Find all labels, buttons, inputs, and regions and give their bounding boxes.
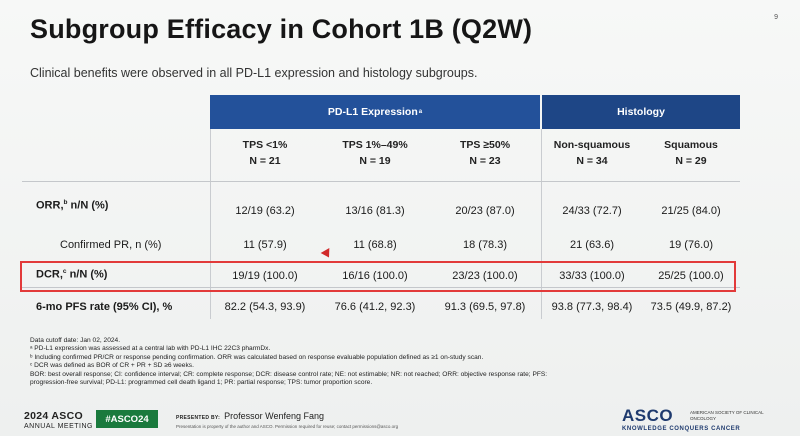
slide-subtitle: Clinical benefits were observed in all P… [30,66,478,80]
column-header-non-squamous: Non-squamous N = 34 [542,137,642,169]
row-label-text: ORR, [36,199,64,212]
footnote-line: progression-free survival; PD-L1: progra… [30,379,373,387]
column-header-tps-ge50: TPS ≥50% N = 23 [430,137,540,169]
presenter-name: Professor Wenfeng Fang [224,411,324,421]
footnote-line: BOR: best overall response; CI: confiden… [30,370,548,378]
footnote-line: ᶜ DCR was defined as BOR of CR + PR + SD… [30,362,194,370]
column-header-name: TPS ≥50% [459,139,511,151]
row-label-tail: n/N (%) [67,199,109,212]
table-cell: 93.8 (77.3, 98.4) [551,301,633,313]
pdl1-header-footnote: a [418,109,423,115]
header-blank-cell [22,95,210,129]
table-cell: 11 (68.8) [353,239,397,251]
column-divider [541,129,542,319]
asco-society-name: AMERICAN SOCIETY OF CLINICAL ONCOLOGY [690,410,764,421]
dcr-highlight-box [20,261,736,292]
column-header-name: TPS 1%–49% [342,139,408,151]
group-header-row: PD-L1 Expression a Histology [22,95,740,129]
row-label-confirmed-pr: Confirmed PR, n (%) [60,239,162,251]
column-header-name: Squamous [664,139,718,151]
slide-title: Subgroup Efficacy in Cohort 1B (Q2W) [30,14,533,44]
permission-notice: Presentation is property of the author a… [176,424,399,429]
column-divider [210,129,211,319]
row-divider [22,181,740,182]
row-label-footnote: c [62,268,67,275]
row-label-footnote: b [63,199,68,206]
presented-by-label: PRESENTED BY: [176,415,221,421]
pdl1-header-label: PD-L1 Expression [327,106,418,118]
row-label-tail: n/N (%) [66,268,108,281]
slide-number: 9 [774,14,778,21]
column-header-n: N = 29 [675,155,707,167]
table-cell: 19 (76.0) [668,239,714,251]
table-cell: 76.6 (41.2, 92.3) [334,301,416,313]
asco-annual-meeting-subtext: ANNUAL MEETING [24,423,93,430]
table-cell: 11 (57.9) [243,239,287,251]
table-cell: 21 (63.6) [569,239,615,251]
column-header-tps-1-49: TPS 1%–49% N = 19 [320,137,430,169]
table-cell: 25/25 (100.0) [658,270,724,282]
footnote-line: Data cutoff date: Jan 02, 2024. [30,337,121,344]
column-header-squamous: Squamous N = 29 [642,137,740,169]
table-cell: 82.2 (54.3, 93.9) [224,301,306,313]
footnote-line: ᵇ Including confirmed PR/CR or response … [30,353,484,361]
table-cell: 21/25 (84.0) [661,205,721,217]
table-cell: 91.3 (69.5, 97.8) [444,301,526,313]
column-header-name: TPS <1% [242,139,288,151]
asco-tagline: KNOWLEDGE CONQUERS CANCER [622,426,741,432]
row-label-pfs: 6-mo PFS rate (95% CI), % [36,301,173,313]
column-header-n: N = 23 [469,155,501,167]
table-cell: 18 (78.3) [462,239,508,251]
column-header-n: N = 19 [359,155,391,167]
table-cell: 73.5 (49.9, 87.2) [650,301,732,313]
row-divider [22,287,740,288]
table-cell: 20/23 (87.0) [455,205,515,217]
column-header-n: N = 34 [576,155,608,167]
table-cell: 33/33 (100.0) [559,270,625,282]
slide-footer: 2024 ASCO ANNUAL MEETING #ASCO24 PRESENT… [0,404,800,436]
table-cell: 24/33 (72.7) [562,205,622,217]
column-header-name: Non-squamous [553,139,631,151]
asco-annual-meeting-logo: 2024 ASCO [24,410,83,422]
footnote-line: ᵃ PD-L1 expression was assessed at a cen… [30,345,271,353]
row-label-dcr: DCR,c n/N (%) [36,268,107,281]
presenter-credit: PRESENTED BY: Professor Wenfeng Fang [176,411,324,421]
column-header-n: N = 21 [249,155,281,167]
table-cell: 12/19 (63.2) [235,205,295,217]
asco-logo: ASCO [622,406,674,425]
hashtag-badge: #ASCO24 [96,410,158,428]
table-cell: 16/16 (100.0) [342,270,408,282]
table-cell: 23/23 (100.0) [452,270,518,282]
histology-group-header: Histology [542,95,740,129]
footnotes: Data cutoff date: Jan 02, 2024. ᵃ PD-L1 … [30,337,710,387]
column-header-tps-lt1: TPS <1% N = 21 [210,137,320,169]
table-cell: 19/19 (100.0) [232,270,298,282]
row-label-text: DCR, [36,268,63,281]
pdl1-group-header: PD-L1 Expression a [210,95,540,129]
table-cell: 13/16 (81.3) [345,205,405,217]
row-label-orr: ORR,b n/N (%) [36,199,108,212]
